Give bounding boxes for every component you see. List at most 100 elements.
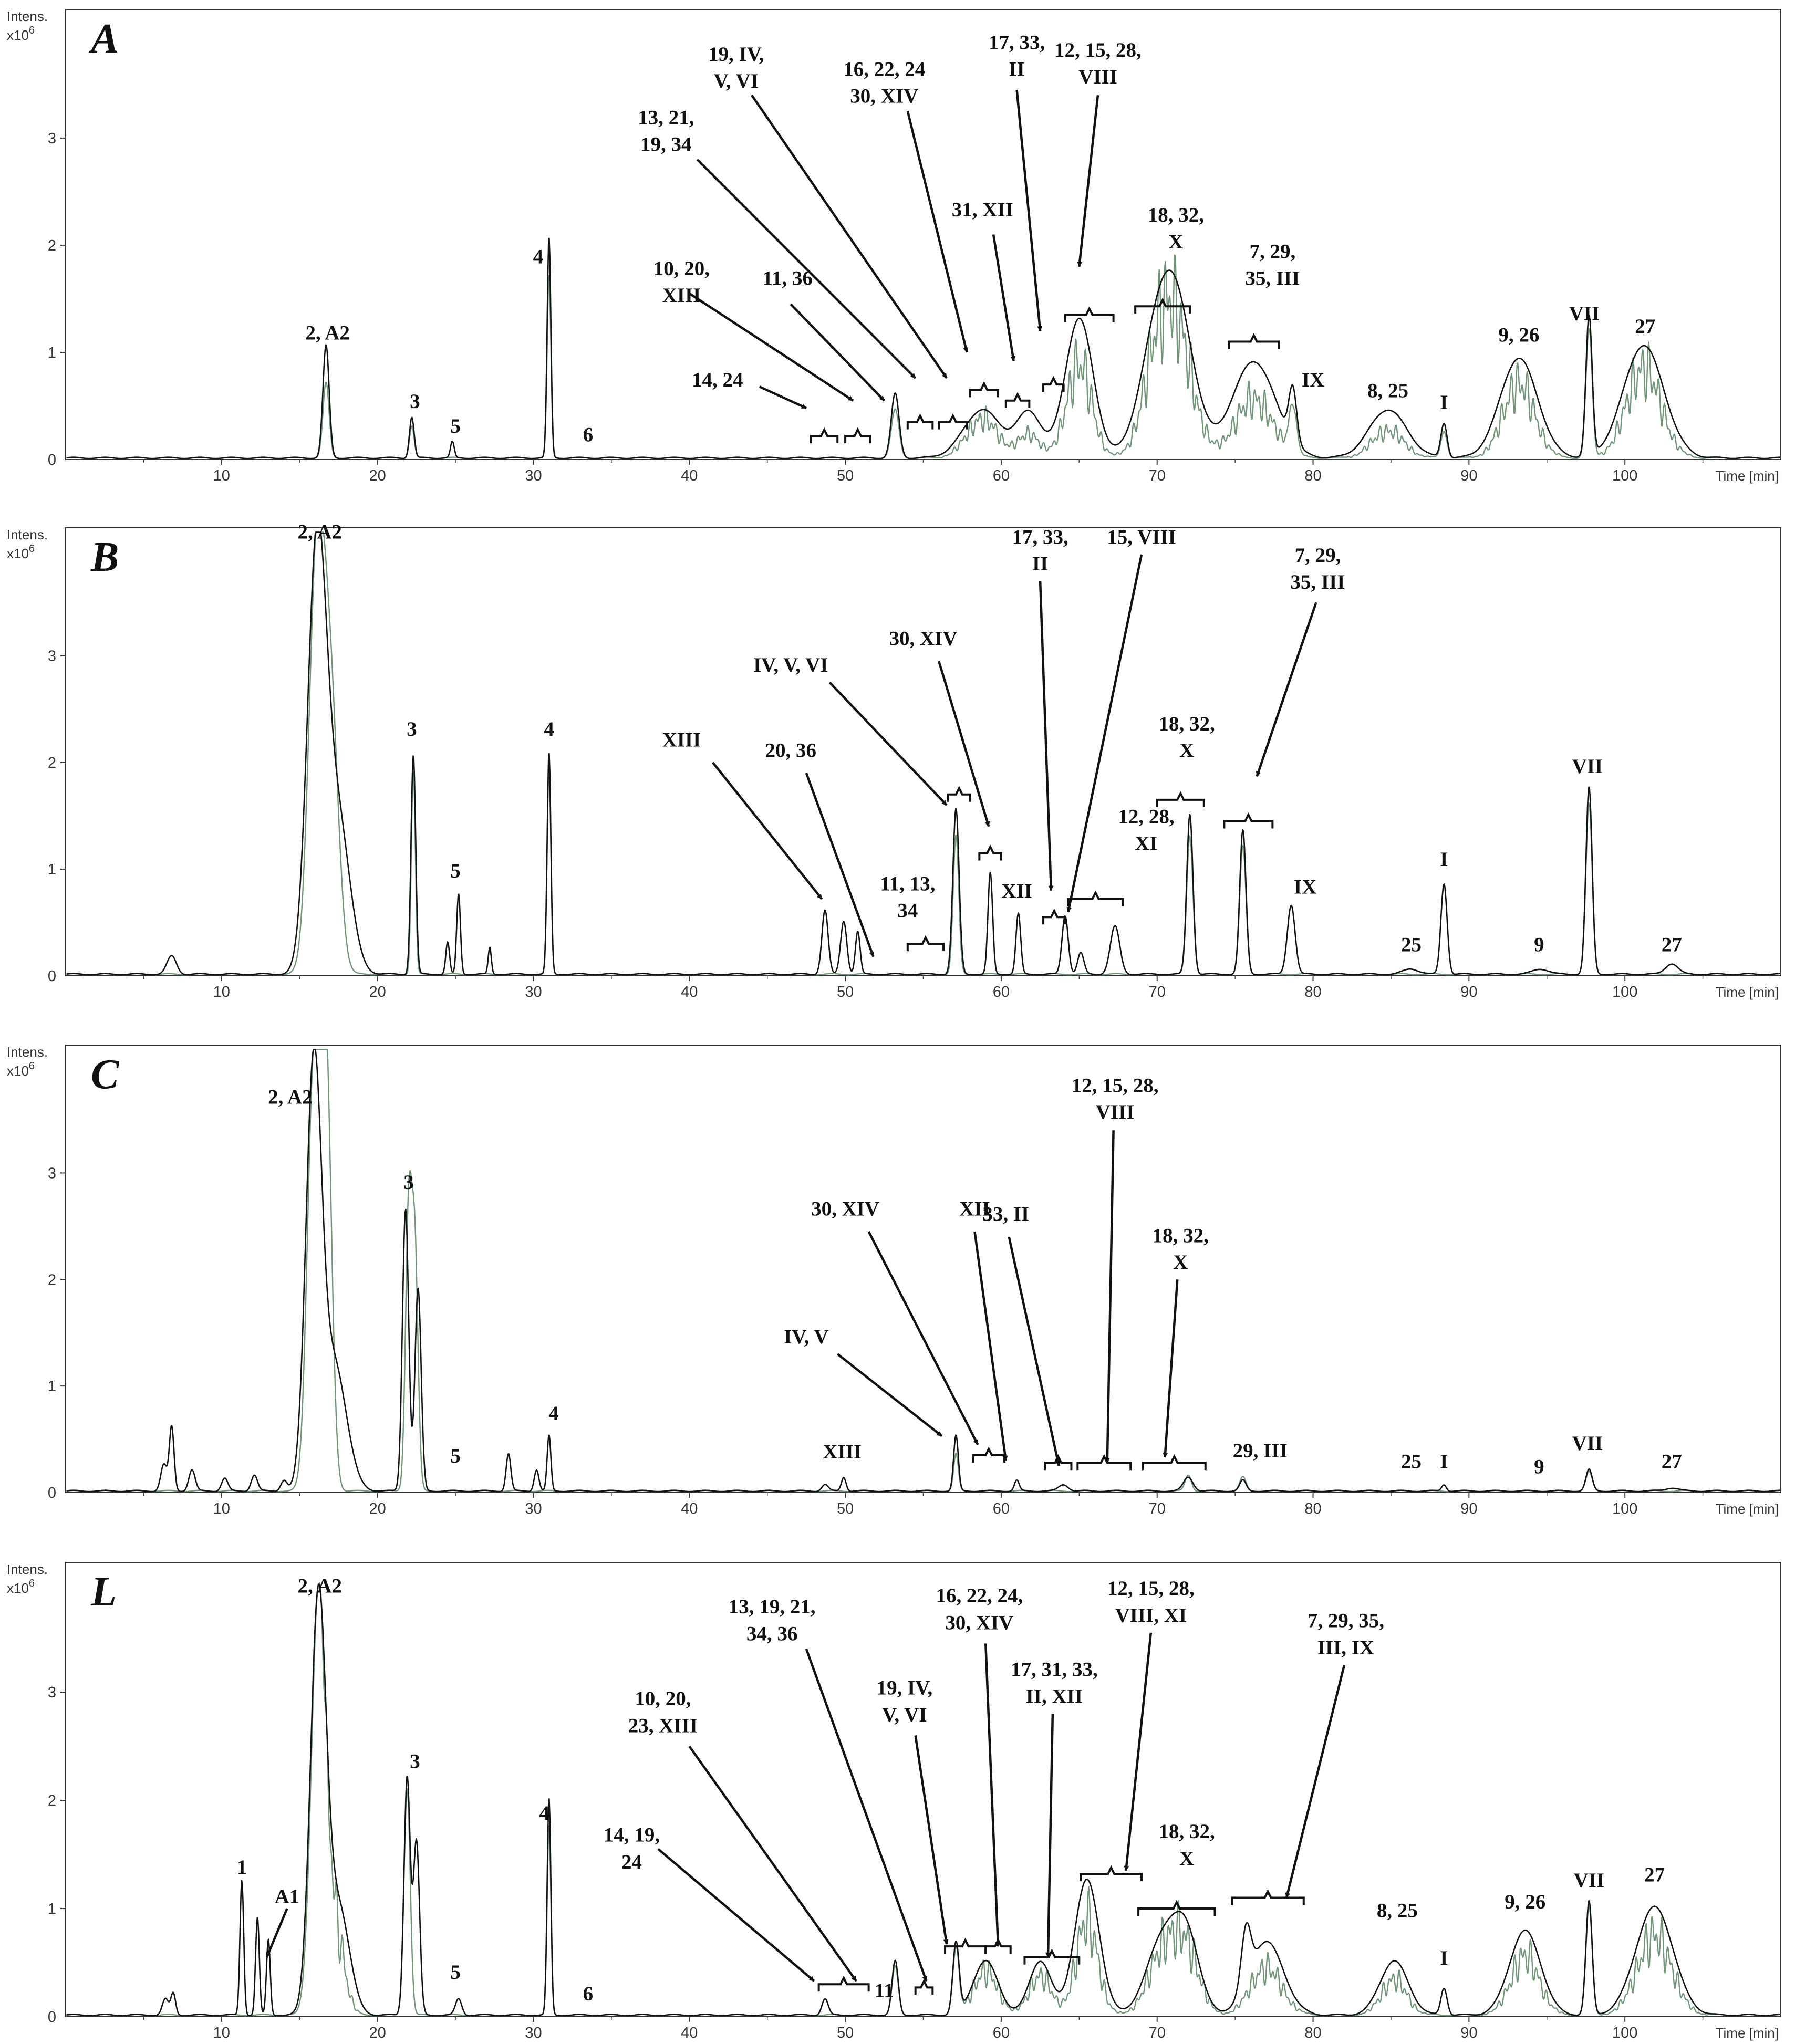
ms-trace-line — [66, 531, 1781, 976]
x-tick-label: 70 — [1149, 2025, 1166, 2041]
peak-group-bracket — [1223, 812, 1274, 829]
peak-label: 27 — [1644, 1864, 1665, 1886]
annotation-arrow — [906, 111, 969, 353]
y-axis-exponent: 6 — [29, 1060, 35, 1072]
x-tick-label: 40 — [681, 2025, 698, 2041]
annotation-arrow — [1077, 95, 1099, 267]
peak-label: 30, XIV — [811, 1198, 879, 1221]
peak-label: 8, 25 — [1367, 380, 1408, 402]
y-tick-label: 1 — [48, 1378, 56, 1395]
peak-group-bracket — [1228, 333, 1280, 349]
peak-label: X — [1179, 739, 1194, 762]
annotation-arrow — [1285, 1665, 1346, 1899]
x-tick-label: 30 — [525, 2025, 542, 2041]
peak-label: 12, 15, 28, — [1107, 1577, 1195, 1600]
x-tick-label: 10 — [213, 2025, 230, 2041]
peak-group-bracket — [1042, 376, 1065, 392]
x-tick-label: 100 — [1612, 984, 1637, 1000]
peak-label: X — [1173, 1251, 1188, 1274]
x-tick-label: 10 — [213, 984, 230, 1000]
y-axis-label: Intens. — [7, 527, 48, 543]
x-tick-label: 70 — [1149, 1500, 1166, 1517]
peak-label: 18, 32, — [1153, 1224, 1209, 1247]
uv-trace-line — [66, 531, 1781, 976]
peak-label: 9 — [1534, 933, 1544, 956]
peak-label: XIII — [823, 1441, 862, 1463]
x-tick-label: 40 — [681, 1500, 698, 1517]
peak-group-bracket — [1023, 1948, 1081, 1965]
peak-group-bracket — [1231, 1889, 1305, 1905]
x-axis-label: Time [min] — [1716, 2025, 1779, 2041]
annotation-arrow — [992, 234, 1016, 362]
annotation-arrow — [265, 1908, 288, 1958]
peak-label: 24 — [621, 1851, 642, 1873]
peak-label: 12, 15, 28, — [1072, 1074, 1159, 1097]
annotation-arrow — [984, 1643, 1001, 1947]
x-tick-label: 40 — [681, 984, 698, 1000]
peak-label: 10, 20, — [653, 257, 710, 280]
uv-trace-line — [66, 1049, 1781, 1493]
y-axis-multiplier: x106 — [7, 1060, 35, 1079]
x-tick-label: 20 — [369, 2025, 386, 2041]
peak-group-bracket — [1080, 1865, 1143, 1882]
x-tick-label: 100 — [1612, 1500, 1637, 1517]
peak-group-bracket — [1134, 297, 1191, 314]
peak-label: 9 — [1534, 1455, 1544, 1478]
plot-frame — [65, 1045, 1781, 1493]
peak-label: VII — [1574, 1869, 1605, 1892]
peak-label: 5 — [450, 860, 461, 882]
annotation-arrow — [689, 292, 854, 402]
peak-group-bracket — [972, 1446, 1005, 1463]
x-tick-label: 90 — [1460, 467, 1477, 484]
peak-label: 19, IV, — [708, 43, 764, 66]
peak-label: 27 — [1662, 933, 1682, 956]
peak-label: I — [1440, 848, 1448, 871]
peak-label: 17, 33, — [1012, 526, 1068, 548]
y-tick-label: 0 — [48, 452, 56, 468]
x-tick-label: 80 — [1304, 1500, 1321, 1517]
annotation-arrow — [759, 385, 807, 410]
peak-label: IX — [1302, 369, 1324, 391]
peak-label: 9, 26 — [1498, 324, 1539, 347]
annotation-arrow — [657, 1848, 815, 1982]
peak-group-bracket — [906, 413, 934, 430]
x-tick-label: 10 — [213, 1500, 230, 1517]
y-tick-label: 3 — [48, 1684, 56, 1701]
peak-label: 12, 15, 28, — [1054, 39, 1142, 61]
x-axis-label: Time [min] — [1716, 1501, 1779, 1517]
peak-label: 1 — [237, 1856, 247, 1879]
peak-label: V, VI — [882, 1704, 927, 1726]
x-tick-label: 70 — [1149, 467, 1166, 484]
peak-group-bracket — [1067, 890, 1124, 906]
y-axis-multiplier: x106 — [7, 543, 35, 561]
annotation-arrow — [867, 1230, 979, 1445]
annotation-arrow — [696, 159, 917, 379]
peak-label: 7, 29, 35, — [1308, 1610, 1384, 1632]
peak-label: 3 — [403, 1171, 414, 1194]
annotation-arrow — [688, 1745, 857, 1982]
peak-label: XII — [1001, 880, 1032, 903]
y-axis-exponent: 6 — [29, 25, 35, 36]
y-tick-label: 1 — [48, 1901, 56, 1917]
peak-label: 5 — [450, 415, 461, 437]
ms-trace-line — [66, 1049, 1781, 1493]
x-tick-label: 80 — [1304, 984, 1321, 1000]
x-tick-label: 100 — [1612, 2025, 1637, 2041]
peak-group-bracket — [947, 786, 971, 802]
annotation-arrow — [938, 661, 990, 827]
peak-label: I — [1440, 1947, 1448, 1969]
peak-label: 17, 31, 33, — [1011, 1658, 1098, 1681]
peak-group-bracket — [978, 844, 1002, 861]
peak-group-bracket — [1004, 392, 1031, 408]
peak-label: 18, 32, — [1158, 1820, 1215, 1843]
annotation-arrow — [1015, 89, 1043, 332]
peak-label: VII — [1572, 1432, 1603, 1455]
ms-trace-line — [66, 254, 1781, 460]
peak-group-bracket — [1042, 908, 1066, 925]
x-tick-label: 50 — [837, 984, 854, 1000]
x-tick-label: 60 — [993, 467, 1010, 484]
peak-label: 4 — [544, 718, 554, 741]
x-tick-label: 50 — [837, 2025, 854, 2041]
peak-label: 25 — [1401, 933, 1422, 956]
